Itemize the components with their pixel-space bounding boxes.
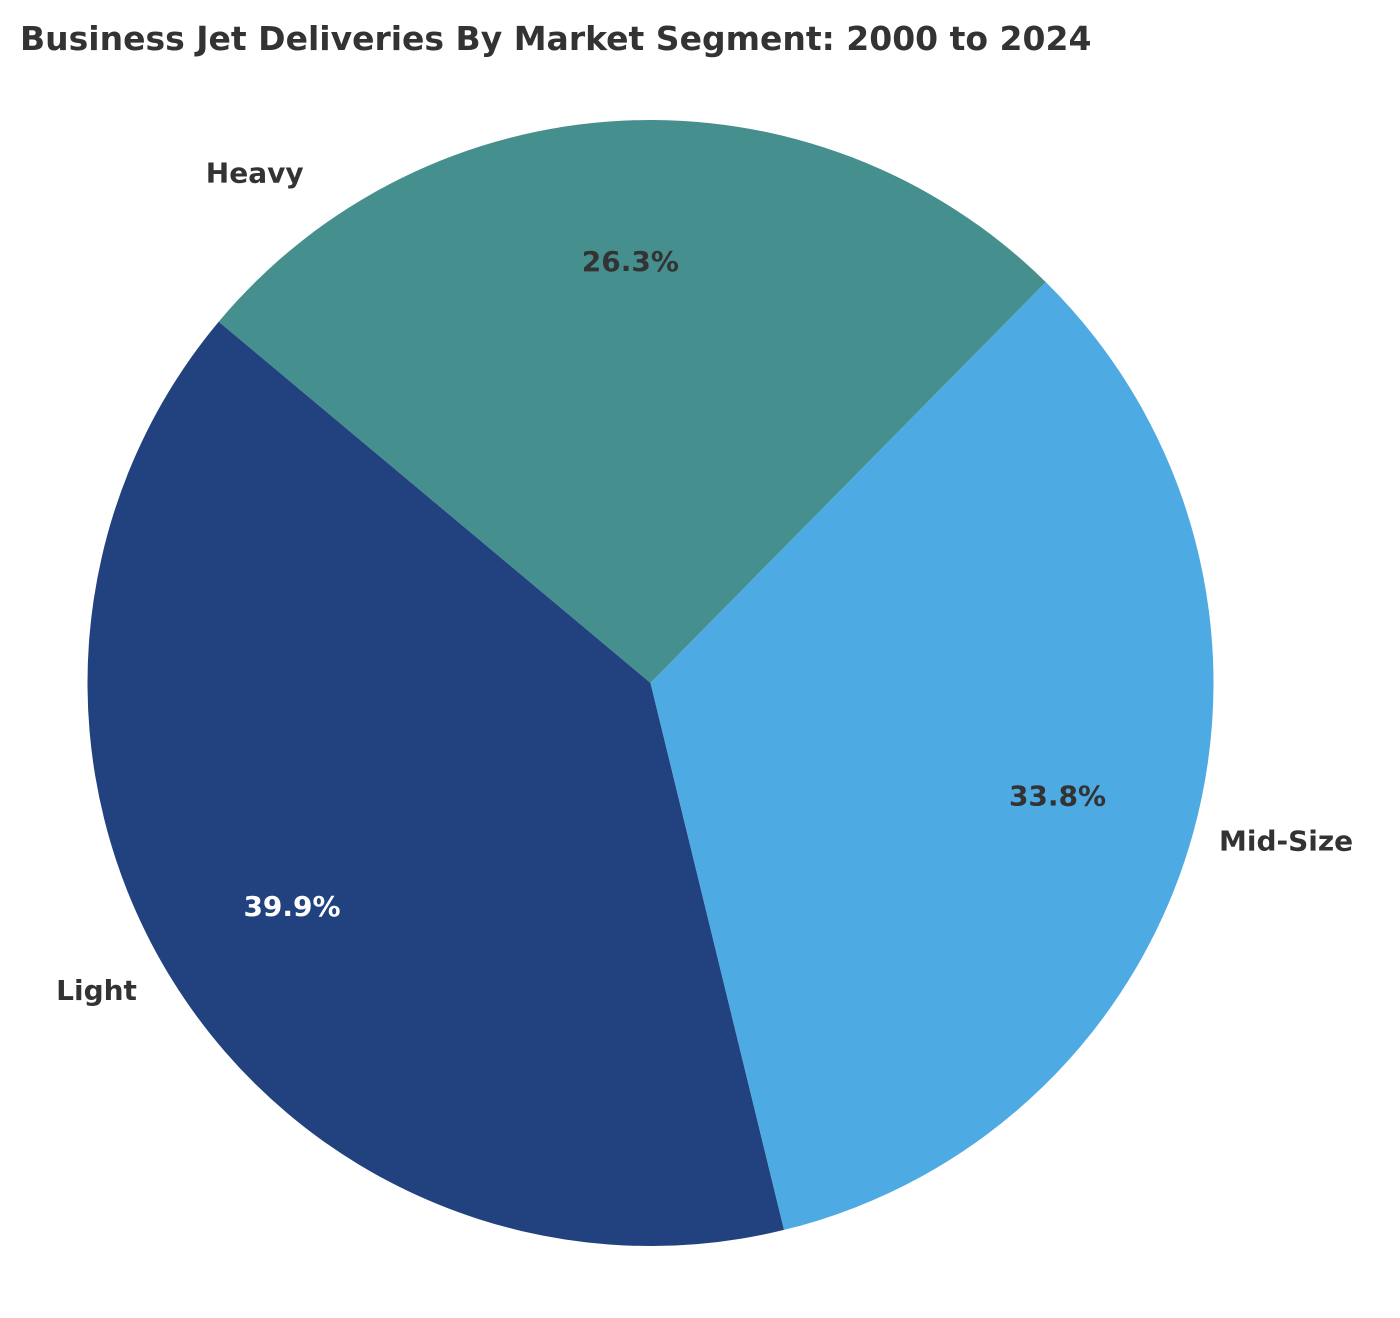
category-label-heavy: Heavy xyxy=(206,157,304,190)
wedge-heavy xyxy=(218,119,1046,683)
wedge-mid-size xyxy=(650,282,1214,1230)
chart-title: Business Jet Deliveries By Market Segmen… xyxy=(20,19,1091,58)
pct-label-heavy: 26.3% xyxy=(582,245,679,278)
wedges xyxy=(87,119,1214,1247)
category-label-light: Light xyxy=(56,974,137,1007)
category-label-mid-size: Mid-Size xyxy=(1219,824,1353,857)
pct-label-light: 39.9% xyxy=(243,890,340,923)
pct-label-mid-size: 33.8% xyxy=(1009,779,1106,812)
labels: 26.3% Heavy 39.9% Light 33.8% Mid-Size xyxy=(56,157,1353,1007)
wedge-light xyxy=(87,321,785,1247)
